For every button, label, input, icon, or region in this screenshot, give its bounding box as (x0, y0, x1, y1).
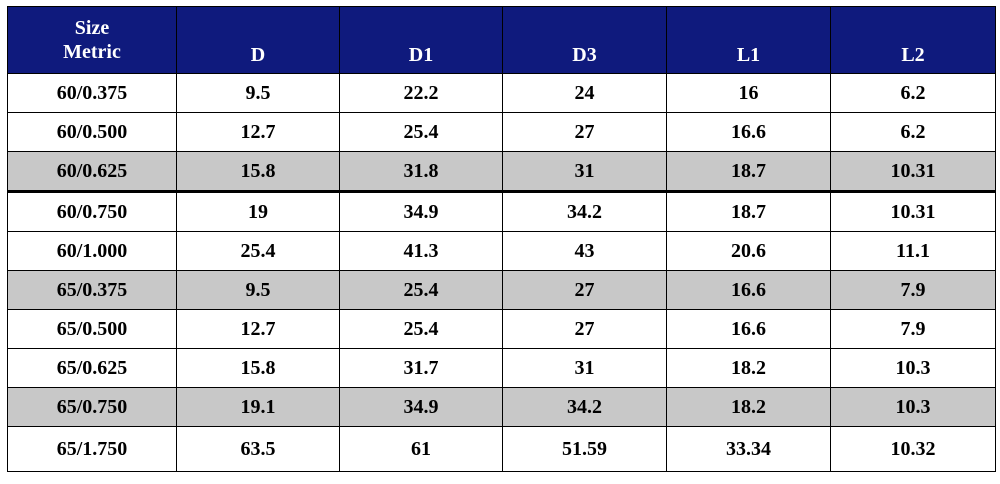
cell-d: 19 (176, 191, 340, 232)
table-row: 65/0.750 19.1 34.9 34.2 18.2 10.3 (7, 387, 996, 427)
cell-d1: 25.4 (339, 309, 503, 349)
cell-d3: 24 (502, 73, 667, 113)
cell-l2: 10.3 (830, 348, 996, 388)
cell-d1: 31.8 (339, 151, 503, 193)
header-d: D (176, 6, 340, 74)
cell-l2: 10.31 (830, 151, 996, 193)
cell-d1: 31.7 (339, 348, 503, 388)
header-d1: D1 (339, 6, 503, 74)
table-header: Size Metric D D1 D3 L1 L2 (7, 6, 996, 74)
cell-size: 65/0.625 (7, 348, 177, 388)
cell-l1: 16.6 (666, 309, 831, 349)
cell-d1: 61 (339, 426, 503, 472)
cell-d1: 25.4 (339, 270, 503, 310)
table-row: 60/0.625 15.8 31.8 31 18.7 10.31 (7, 151, 996, 193)
header-row: Size Metric D D1 D3 L1 L2 (7, 6, 996, 74)
table-row: 65/0.500 12.7 25.4 27 16.6 7.9 (7, 309, 996, 349)
cell-size: 65/0.750 (7, 387, 177, 427)
header-l2: L2 (830, 6, 996, 74)
table-row: 60/0.375 9.5 22.2 24 16 6.2 (7, 73, 996, 113)
table-row: 65/0.375 9.5 25.4 27 16.6 7.9 (7, 270, 996, 310)
cell-size: 60/0.500 (7, 112, 177, 152)
cell-l1: 18.2 (666, 348, 831, 388)
cell-l1: 33.34 (666, 426, 831, 472)
cell-d: 12.7 (176, 309, 340, 349)
cell-l1: 16.6 (666, 112, 831, 152)
cell-l2: 10.31 (830, 191, 996, 232)
cell-d: 9.5 (176, 73, 340, 113)
cell-d1: 34.9 (339, 387, 503, 427)
cell-d1: 34.9 (339, 191, 503, 232)
table-row: 60/0.750 19 34.9 34.2 18.7 10.31 (7, 191, 996, 232)
header-size-metric: Size Metric (7, 6, 177, 74)
cell-d3: 43 (502, 231, 667, 271)
cell-d3: 31 (502, 151, 667, 193)
cell-size: 60/0.375 (7, 73, 177, 113)
cell-d1: 22.2 (339, 73, 503, 113)
cell-d: 63.5 (176, 426, 340, 472)
header-size-line: Size (74, 17, 110, 39)
cell-d1: 41.3 (339, 231, 503, 271)
cell-d3: 34.2 (502, 191, 667, 232)
table-body: 60/0.375 9.5 22.2 24 16 6.2 60/0.500 12.7 25.4 27… (7, 73, 996, 472)
cell-l1: 20.6 (666, 231, 831, 271)
table-row: 60/0.500 12.7 25.4 27 16.6 6.2 (7, 112, 996, 152)
table-row: 60/1.000 25.4 41.3 43 20.6 11.1 (7, 231, 996, 271)
table-row: 65/1.750 63.5 61 51.59 33.34 10.32 (7, 426, 996, 472)
table-row: 65/0.625 15.8 31.7 31 18.2 10.3 (7, 348, 996, 388)
cell-size: 65/0.500 (7, 309, 177, 349)
cell-l2: 10.32 (830, 426, 996, 472)
cell-l2: 10.3 (830, 387, 996, 427)
cell-d3: 31 (502, 348, 667, 388)
cell-d1: 25.4 (339, 112, 503, 152)
cell-d3: 27 (502, 270, 667, 310)
header-d3: D3 (502, 6, 667, 74)
cell-d: 15.8 (176, 151, 340, 193)
cell-l2: 6.2 (830, 73, 996, 113)
cell-d: 9.5 (176, 270, 340, 310)
cell-l1: 18.7 (666, 191, 831, 232)
cell-d: 25.4 (176, 231, 340, 271)
cell-l1: 18.7 (666, 151, 831, 193)
cell-d3: 34.2 (502, 387, 667, 427)
cell-size: 60/0.750 (7, 191, 177, 232)
cell-size: 60/1.000 (7, 231, 177, 271)
cell-d3: 27 (502, 112, 667, 152)
dimension-table: Size Metric D D1 D3 L1 L2 60/0.375 9.5 22.… (7, 6, 996, 472)
cell-l1: 16 (666, 73, 831, 113)
cell-l1: 16.6 (666, 270, 831, 310)
cell-d: 12.7 (176, 112, 340, 152)
header-l1: L1 (666, 6, 831, 74)
cell-d3: 27 (502, 309, 667, 349)
cell-l2: 7.9 (830, 309, 996, 349)
cell-d3: 51.59 (502, 426, 667, 472)
cell-l2: 6.2 (830, 112, 996, 152)
header-metric-line: Metric (63, 41, 121, 63)
cell-d: 19.1 (176, 387, 340, 427)
cell-l2: 11.1 (830, 231, 996, 271)
cell-size: 60/0.625 (7, 151, 177, 193)
cell-l2: 7.9 (830, 270, 996, 310)
cell-l1: 18.2 (666, 387, 831, 427)
cell-size: 65/1.750 (7, 426, 177, 472)
cell-d: 15.8 (176, 348, 340, 388)
cell-size: 65/0.375 (7, 270, 177, 310)
